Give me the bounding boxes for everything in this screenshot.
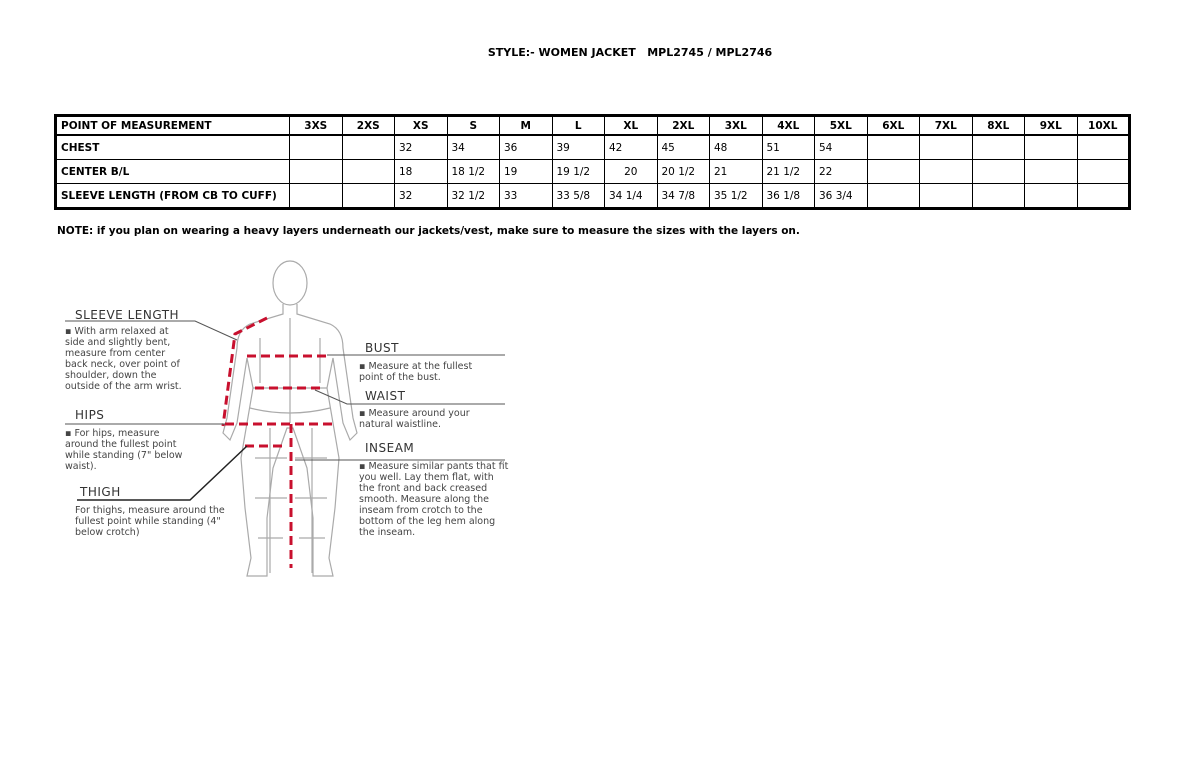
- header-size-8xl: 8XL: [971, 115, 1025, 136]
- measurement-figure: SLEEVE LENGTH ▪ With arm relaxed at side…: [55, 258, 515, 583]
- table-cell: [866, 159, 920, 184]
- header-size-7xl: 7XL: [919, 115, 973, 136]
- table-cell: 21 1/2: [761, 159, 815, 184]
- table-cell: 19 1/2: [551, 159, 605, 184]
- note-text: NOTE: if you plan on wearing a heavy lay…: [57, 225, 800, 237]
- table-cell: [971, 159, 1025, 184]
- table-row: CENTER B/L 18 18 1/2 19 19 1/2 20 20 1/2 21 21 1…: [55, 159, 1130, 184]
- measurement-lines: [221, 316, 337, 568]
- table-cell: 32: [394, 134, 448, 160]
- table-cell: 54: [814, 134, 868, 160]
- table-cell: 35 1/2: [709, 183, 763, 209]
- header-point-of-measurement: POINT OF MEASUREMENT: [55, 115, 290, 136]
- table-cell: 36: [499, 134, 553, 160]
- header-size-4xl: 4XL: [761, 115, 815, 136]
- leader-lines: [65, 320, 505, 501]
- size-chart-table: POINT OF MEASUREMENT 3XS 2XS XS S M L XL 2XL 3XL 4…: [54, 114, 1131, 210]
- table-cell: [1024, 159, 1078, 184]
- table-cell: 34 7/8: [656, 183, 710, 209]
- table-cell: [919, 159, 973, 184]
- table-cell: [1024, 134, 1078, 160]
- table-cell: 39: [551, 134, 605, 160]
- table-cell: [289, 159, 343, 184]
- header-size-xs: XS: [394, 115, 448, 136]
- body-diagram: [65, 260, 505, 577]
- table-cell: 42: [604, 134, 658, 160]
- hips-text: ▪ For hips, measure around the fullest p…: [65, 428, 183, 472]
- header-size-xl: XL: [604, 115, 658, 136]
- row-label: CENTER B/L: [55, 159, 290, 184]
- waist-text: ▪ Measure around your natural waistline.: [359, 408, 470, 430]
- table-cell: 21: [709, 159, 763, 184]
- header-size-3xl: 3XL: [709, 115, 763, 136]
- table-cell: [289, 183, 343, 209]
- table-cell: 32: [394, 183, 448, 209]
- table-cell: 32 1/2: [446, 183, 500, 209]
- header-size-6xl: 6XL: [866, 115, 920, 136]
- header-size-2xl: 2XL: [656, 115, 710, 136]
- table-cell: [289, 134, 343, 160]
- table-cell: [866, 183, 920, 209]
- table-cell: [1024, 183, 1078, 209]
- table-cell: 19: [499, 159, 553, 184]
- table-cell: [1076, 159, 1130, 184]
- table-row: SLEEVE LENGTH (FROM CB TO CUFF) 32 32 1/2 3…: [55, 183, 1130, 209]
- row-label: SLEEVE LENGTH (FROM CB TO CUFF): [55, 183, 290, 209]
- header-size-s: S: [446, 115, 500, 136]
- table-cell: 34 1/4: [604, 183, 658, 209]
- inseam-label: INSEAM: [365, 441, 415, 455]
- sleeve-length-label: SLEEVE LENGTH: [75, 308, 180, 322]
- table-cell: [341, 183, 395, 209]
- document-title: STYLE:- WOMEN JACKET MPL2745 / MPL2746: [487, 46, 773, 59]
- waist-label: WAIST: [365, 389, 406, 403]
- table-cell: 33 5/8: [551, 183, 605, 209]
- table-cell: [1076, 183, 1130, 209]
- table-cell: 22: [814, 159, 868, 184]
- header-size-m: M: [499, 115, 553, 136]
- table-cell: [971, 134, 1025, 160]
- sleeve-length-text: ▪ With arm relaxed at side and slightly …: [65, 326, 182, 392]
- table-cell: 34: [446, 134, 500, 160]
- header-size-3xs: 3XS: [289, 115, 343, 136]
- thigh-text: For thighs, measure around the fullest p…: [75, 505, 225, 538]
- thigh-label: THIGH: [80, 485, 121, 499]
- table-row: CHEST 32 34 36 39 42 45 48 51 54: [55, 134, 1130, 160]
- table-cell: 20: [604, 159, 658, 184]
- hips-label: HIPS: [75, 408, 105, 422]
- row-label: CHEST: [55, 134, 290, 160]
- table-cell: [1076, 134, 1130, 160]
- table-cell: 36 3/4: [814, 183, 868, 209]
- table-cell: [919, 134, 973, 160]
- table-cell: 51: [761, 134, 815, 160]
- inseam-text: ▪ Measure similar pants that fit you wel…: [359, 461, 509, 538]
- header-size-5xl: 5XL: [814, 115, 868, 136]
- bust-text: ▪ Measure at the fullest point of the bu…: [359, 361, 473, 383]
- header-size-10xl: 10XL: [1076, 115, 1130, 136]
- header-size-9xl: 9XL: [1024, 115, 1078, 136]
- table-cell: [919, 183, 973, 209]
- table-cell: [341, 159, 395, 184]
- table-cell: [341, 134, 395, 160]
- bust-label: BUST: [365, 341, 399, 355]
- table-cell: 33: [499, 183, 553, 209]
- table-cell: 20 1/2: [656, 159, 710, 184]
- table-cell: 45: [656, 134, 710, 160]
- table-cell: [866, 134, 920, 160]
- table-cell: 48: [709, 134, 763, 160]
- table-cell: 18: [394, 159, 448, 184]
- header-size-l: L: [551, 115, 605, 136]
- table-cell: 18 1/2: [446, 159, 500, 184]
- table-cell: [971, 183, 1025, 209]
- table-cell: 36 1/8: [761, 183, 815, 209]
- header-size-2xs: 2XS: [341, 115, 395, 136]
